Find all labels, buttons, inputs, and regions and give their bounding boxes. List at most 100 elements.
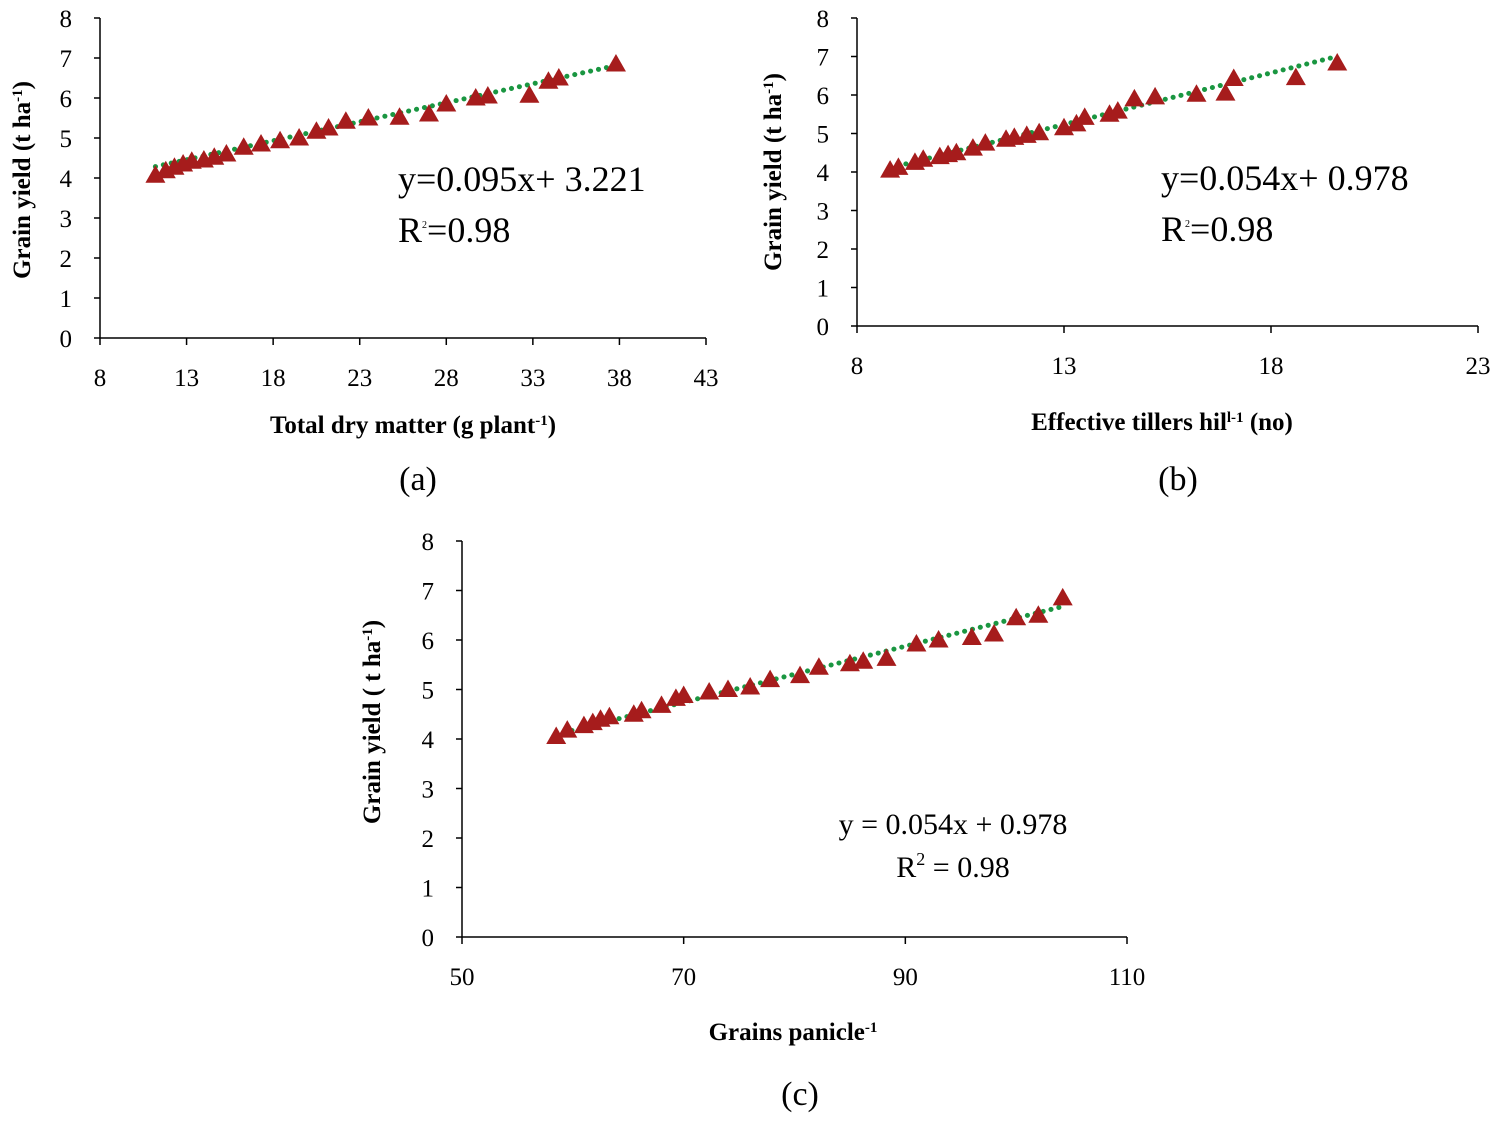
chart-c-data-point [906, 633, 927, 652]
chart-b-ytick-label: 0 [817, 314, 830, 341]
chart-b-xtick-label: 23 [1466, 353, 1491, 380]
chart-a-ylabel: Grain yield (t ha-1) [9, 81, 36, 279]
chart-a-xtick-label: 18 [261, 365, 286, 392]
chart-a-r2: R2=0.98 [398, 210, 510, 250]
chart-b-data-point [1124, 88, 1145, 107]
chart-c-ylabel: Grain yield ( t ha-1) [359, 620, 386, 824]
chart-a-trendline-group [152, 62, 622, 170]
chart-b-ytick-label: 2 [817, 237, 830, 264]
chart-b-data-point [1186, 84, 1207, 102]
chart-b-data-point [1145, 86, 1166, 105]
chart-c-data-point [876, 648, 897, 666]
chart-a-xlabel: Total dry matter (g plant-1) [270, 412, 556, 439]
chart-c-data-point [546, 726, 567, 745]
chart-a-data-point [233, 137, 254, 155]
chart-b-data-point [962, 138, 983, 156]
chart-c-ytick-label: 0 [422, 925, 435, 952]
chart-c-data-point [1052, 587, 1073, 606]
chart-b-data-point [1285, 67, 1306, 86]
chart-c-ytick-label: 6 [422, 628, 435, 655]
chart-a-data-point [389, 107, 410, 125]
chart-a-ytick-label: 8 [60, 6, 73, 33]
chart-c-points [546, 587, 1073, 745]
chart-a-xtick-label: 43 [694, 365, 719, 392]
chart-b-points [880, 53, 1348, 178]
chart-c-r2: R2 = 0.98 [896, 849, 1009, 884]
chart-b-ytick-label: 8 [817, 6, 830, 33]
chart-c-data-point [1028, 605, 1049, 623]
chart-b-data-point [888, 157, 909, 175]
chart-b-data-point [1074, 107, 1095, 125]
chart-c-data-point [961, 627, 982, 646]
chart-a-data-point [605, 54, 626, 72]
chart-c-data-point [631, 700, 652, 719]
chart-c-data-point [718, 679, 738, 697]
chart-a-xtick-label: 13 [174, 365, 199, 392]
chart-a-ytick-label: 1 [60, 286, 73, 313]
chart-a-xtick-label: 28 [434, 365, 459, 392]
chart-b-xtick-label: 18 [1259, 353, 1284, 380]
chart-b-ytick-label: 1 [817, 276, 830, 303]
chart-a-data-point [358, 108, 379, 126]
chart-a-ytick-label: 3 [60, 206, 73, 233]
chart-c-data-point [928, 630, 949, 648]
chart-a-points [145, 54, 626, 183]
chart-b-xlabel: Effective tillers hill-1 (no) [1031, 409, 1293, 436]
chart-b-data-point [1327, 53, 1348, 71]
chart-b-ytick-label: 6 [817, 83, 830, 110]
chart-a-ytick-label: 2 [60, 246, 73, 273]
chart-c-data-point [808, 657, 829, 675]
chart-b-panel-label: (b) [1158, 461, 1198, 498]
chart-c-data-point [853, 651, 874, 669]
chart-a-ytick-label: 5 [60, 126, 73, 153]
chart-a-panel-label: (a) [399, 461, 437, 498]
chart-b-xtick-label: 8 [851, 353, 864, 380]
chart-c-data-point [699, 681, 720, 700]
chart-c-data-point [599, 706, 620, 725]
chart-c-ytick-label: 3 [422, 777, 435, 804]
chart-c-ytick-label: 5 [422, 678, 435, 705]
chart-c-data-point [760, 669, 781, 688]
chart-a-equation: y=0.095x+ 3.221 [398, 159, 646, 199]
chart-c-xtick-label: 50 [450, 964, 475, 991]
chart-a-data-point [548, 68, 569, 86]
chart-c-data-point [790, 665, 811, 684]
chart-a-data-point [436, 94, 457, 112]
chart-c-xtick-label: 110 [1109, 964, 1146, 991]
chart-a-data-point [519, 85, 540, 103]
chart-b-r2: R2=0.98 [1161, 209, 1273, 249]
chart-a-data-point [270, 130, 291, 149]
chart-b-data-point [1029, 122, 1050, 141]
chart-c-data-point [740, 677, 761, 695]
chart-b-ytick-label: 4 [817, 160, 830, 187]
chart-c-equation: y = 0.054x + 0.978 [839, 808, 1068, 841]
chart-b-data-point [1223, 68, 1244, 86]
chart-b-data-point [946, 142, 967, 161]
chart-panel-c: 0 1 2 3 4 5 6 7 8 50 70 90 110 Grains panicle-1 Grai… [359, 529, 1145, 1113]
chart-a-xtick-label: 33 [520, 365, 545, 392]
chart-b-ytick-label: 5 [817, 122, 830, 149]
chart-a-data-point [418, 104, 439, 122]
chart-c-ytick-label: 2 [422, 826, 435, 853]
chart-c-data-point [1006, 607, 1027, 626]
chart-c-ytick-label: 8 [422, 529, 435, 556]
chart-a-data-point [251, 134, 272, 152]
chart-c-ticks: 0 1 2 3 4 5 6 7 8 50 70 90 110 [422, 529, 1146, 991]
chart-c-ytick-label: 4 [422, 727, 435, 754]
chart-b-ylabel: Grain yield (t ha-1) [760, 73, 787, 271]
chart-b-ytick-label: 7 [817, 45, 830, 72]
chart-a-trendline [152, 62, 622, 170]
chart-a-data-point [318, 118, 339, 136]
chart-c-xlabel: Grains panicle-1 [709, 1019, 878, 1046]
chart-a-xtick-label: 8 [94, 365, 107, 392]
chart-a-data-point [289, 128, 310, 146]
chart-a-data-point [216, 144, 237, 162]
chart-b-ytick-label: 3 [817, 199, 830, 226]
chart-b-data-point [1215, 83, 1236, 101]
chart-c-xtick-label: 90 [893, 964, 918, 991]
chart-a-xtick-label: 23 [347, 365, 372, 392]
chart-a-ytick-label: 4 [60, 166, 73, 193]
